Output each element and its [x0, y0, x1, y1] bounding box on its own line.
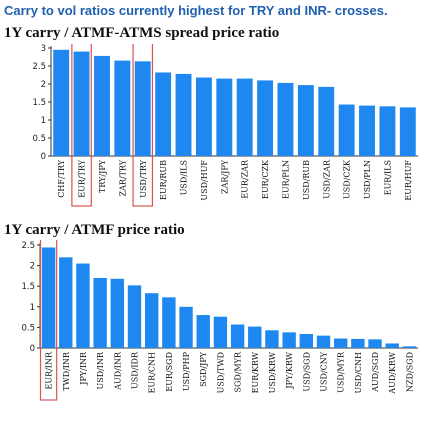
chart2-category-label-twd-inr: TWD/INR [62, 351, 71, 391]
chart1-bar-eur-rub [155, 72, 171, 156]
chart2-y-tick-label: 1.5 [21, 282, 35, 292]
chart1-bar-try-jpy [94, 56, 110, 156]
chart1-category-label-usd-huf: USD/HUF [200, 160, 209, 201]
chart1-category-label-zar-jpy: ZAR/JPY [220, 159, 229, 194]
chart2-y-tick-label: 2 [30, 262, 35, 272]
chart1-category-label-eur-rub: EUR/RUB [159, 160, 168, 200]
chart2-bar-usd-php [179, 307, 192, 348]
chart2-category-label-sgd-jpy: SGD/JPY [199, 351, 208, 387]
chart2-category-label-usd-sgd: USD/SGD [302, 352, 311, 392]
chart2-bar-aud-sgd [368, 339, 381, 348]
chart2-category-label-usd-cnh: USD/CNH [354, 352, 363, 393]
chart1-category-label-zar-try: ZAR/TRY [118, 159, 127, 196]
chart1-category-label-eur-huf: EUR/HUF [404, 160, 413, 201]
chart1-bar-usd-pln [359, 106, 375, 156]
chart1-category-label-eur-pln: EUR/PLN [281, 160, 290, 199]
chart1-category-label-eur-ils: EUR/ILS [383, 160, 392, 195]
chart2-bar-sgd-jpy [197, 315, 210, 348]
chart1-bar-eur-huf [400, 107, 416, 156]
chart1-y-tick-label: 2 [41, 80, 46, 90]
chart1-y-tick-label: 3 [41, 44, 46, 54]
chart2-category-label-usd-inr: USD/INR [96, 351, 105, 389]
chart-title-spread-ratio: 1Y carry / ATMF-ATMS spread price ratio [4, 25, 279, 42]
chart2-y-tick-label: 0.5 [21, 323, 35, 333]
chart1-category-label-eur-try: EUR/TRY [78, 159, 87, 197]
chart1-bar-usd-zar [318, 87, 334, 156]
chart1-y-tick-label: 0 [41, 152, 46, 162]
chart1-category-label-usd-ils: USD/ILS [180, 160, 189, 195]
chart2-category-label-usd-cny: USD/CNY [320, 351, 329, 391]
chart2-category-label-eur-cnh: EUR/CNH [148, 352, 157, 393]
chart2-bar-nzd-sgd [403, 346, 416, 348]
chart1-bar-zar-jpy [216, 79, 232, 156]
chart1-bar-eur-czk [257, 80, 273, 156]
chart2-bar-eur-krw [248, 327, 261, 348]
chart1-y-tick-label: 0.5 [32, 134, 46, 144]
chart1-y-tick-label: 2.5 [32, 62, 46, 72]
chart1-bar-usd-try [135, 61, 151, 156]
chart1-category-label-chf-try: CHF/TRY [57, 159, 66, 197]
chart2-category-label-jpy-krw: JPY/KRW [285, 351, 294, 389]
chart2-category-label-eur-sgd: EUR/SGD [165, 352, 174, 392]
chart1-bar-usd-huf [196, 78, 212, 156]
chart2-bar-usd-twd [214, 317, 227, 348]
chart2-bar-eur-cnh [145, 293, 158, 348]
chart2-bar-usd-cny [317, 336, 330, 348]
chart1-bar-eur-pln [278, 83, 294, 156]
chart2-category-label-aud-sgd: AUD/SGD [371, 352, 380, 393]
chart1-category-label-usd-czk: USD/CZK [343, 159, 352, 199]
chart2-y-tick-label: 1 [30, 303, 35, 313]
chart1-bar-chf-try [53, 50, 69, 156]
chart1-category-label-eur-zar: EUR/ZAR [241, 159, 250, 199]
chart2-category-label-usd-myr: USD/MYR [337, 351, 346, 393]
chart1-category-label-usd-zar: USD/ZAR [322, 159, 331, 199]
chart2-category-label-nzd-sgd: NZD/SGD [405, 352, 414, 392]
chart2-bar-jpy-inr [76, 264, 89, 348]
chart2-bar-eur-inr [42, 247, 55, 348]
chart2-bar-usd-idr [128, 285, 141, 348]
chart1-category-label-eur-czk: EUR/CZK [261, 159, 270, 199]
chart1-y-tick-label: 1.5 [32, 98, 46, 108]
chart2-category-label-usd-krw: USD/KRW [268, 351, 277, 393]
chart2-category-label-usd-php: USD/PHP [182, 351, 191, 391]
chart2-category-label-eur-krw: EUR/KRW [251, 351, 260, 393]
chart-title-price-ratio: 1Y carry / ATMF price ratio [4, 222, 185, 239]
chart2-category-label-aud-krw: AUD/KRW [388, 351, 397, 394]
chart2-bar-usd-sgd [300, 334, 313, 348]
bar-chart-spread-ratio: 0 0.5 1 1.5 2 2.5 3 CHF/TRY EUR/TRY TRY/JPY ZAR/TR… [0, 44, 439, 222]
chart1-y-tick-label: 1 [41, 116, 46, 126]
chart1-category-label-usd-rub: USD/RUB [302, 160, 311, 200]
chart2-category-label-aud-inr: AUD/INR [113, 351, 122, 391]
chart2-bar-usd-cnh [351, 339, 364, 348]
chart2-bar-twd-inr [59, 257, 72, 348]
chart2-y-tick-label: 2.5 [21, 241, 35, 251]
chart2-y-tick-label: 0 [30, 344, 35, 354]
chart2-category-label-usd-twd: USD/TWD [216, 352, 225, 393]
chart1-bar-eur-try [74, 52, 90, 156]
chart1-bar-eur-zar [237, 79, 253, 156]
chart1-category-label-usd-try: USD/TRY [139, 159, 148, 197]
chart1-category-label-usd-pln: USD/PLN [363, 160, 372, 199]
chart2-category-label-usd-idr: USD/IDR [131, 351, 140, 389]
chart2-bar-usd-myr [334, 339, 347, 348]
chart2-bar-jpy-krw [282, 332, 295, 348]
chart2-category-label-eur-inr: EUR/INR [45, 351, 54, 389]
chart2-category-label-sgd-myr: SGD/MYR [234, 351, 243, 392]
chart1-bar-usd-rub [298, 85, 314, 156]
chart2-bar-aud-krw [386, 343, 399, 348]
chart2-category-label-jpy-inr: JPY/INR [79, 351, 88, 386]
chart1-bar-zar-try [114, 61, 130, 156]
bar-chart-price-ratio: 0 0.5 1 1.5 2 2.5 EUR/INR TWD/INR JPY/INR USD/INR… [0, 240, 439, 422]
chart2-bar-usd-inr [93, 278, 106, 348]
chart2-bar-eur-sgd [162, 297, 175, 348]
chart2-bar-aud-inr [111, 279, 124, 348]
chart1-bar-usd-ils [176, 74, 192, 156]
chart1-bar-eur-ils [379, 106, 395, 156]
chart2-bar-sgd-myr [231, 325, 244, 348]
headline: Carry to vol ratios currently highest fo… [4, 3, 437, 18]
chart1-bar-usd-czk [339, 105, 355, 156]
chart1-category-label-try-jpy: TRY/JPY [98, 159, 107, 193]
chart2-bar-usd-krw [265, 330, 278, 348]
